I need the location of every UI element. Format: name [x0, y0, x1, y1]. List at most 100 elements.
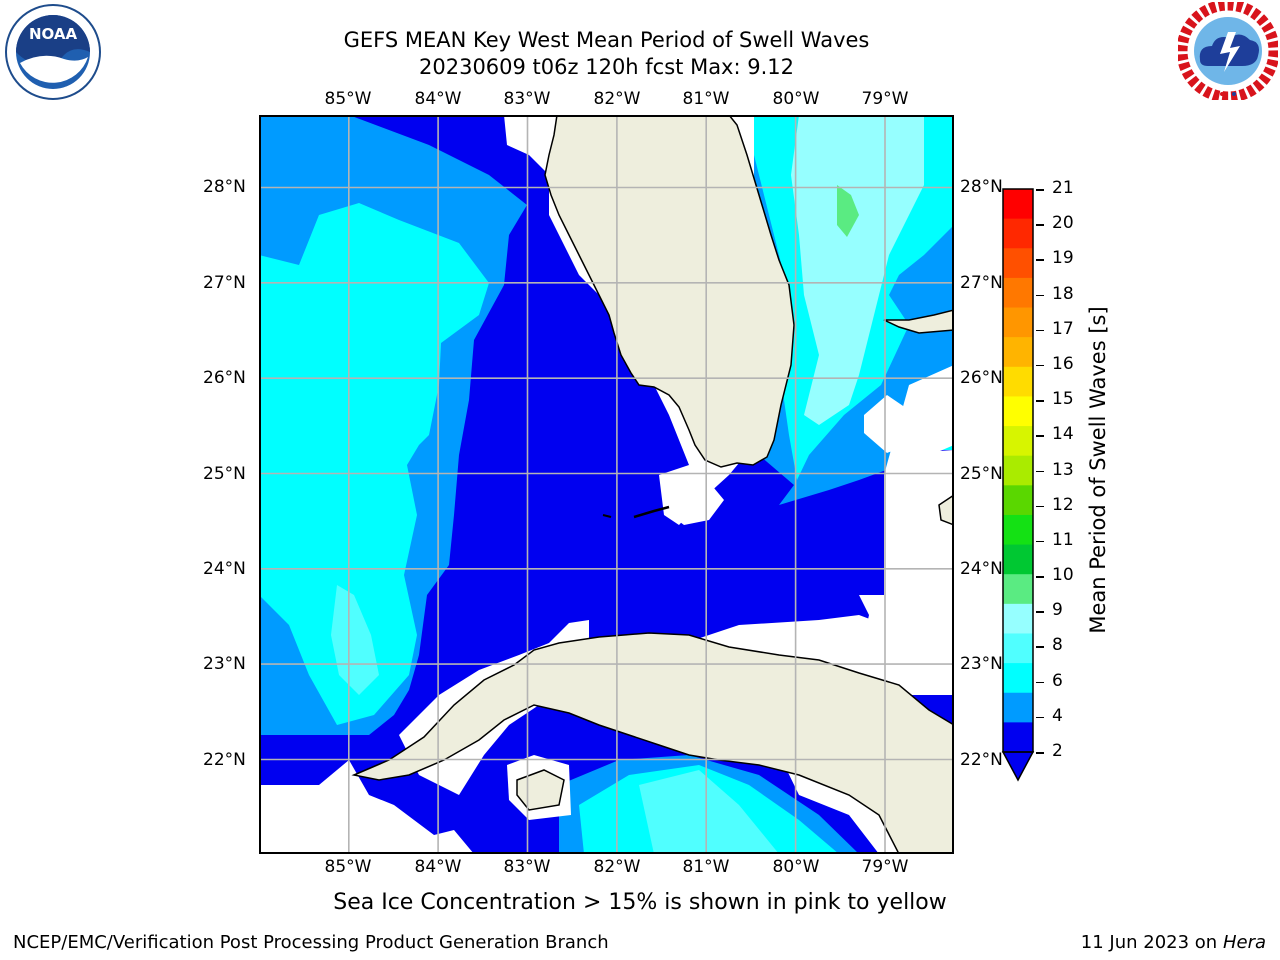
lon-label-top: 82°W [593, 89, 641, 109]
lon-label-bottom: 85°W [324, 857, 372, 877]
colorbar-segment [1003, 248, 1033, 279]
footer-host: Hera [1222, 932, 1266, 953]
lat-label-right: 22°N [960, 750, 1003, 770]
colorbar-tick-label: 20 [1052, 213, 1074, 234]
map-title: GEFS MEAN Key West Mean Period of Swell … [343, 28, 870, 52]
colorbar-tick-mark [1036, 329, 1044, 332]
colorbar-tick-mark [1036, 364, 1044, 367]
no-data-bahamas-a [864, 395, 909, 453]
colorbar-tick-mark [1036, 576, 1044, 578]
lat-label-left: 24°N [203, 559, 246, 579]
colorbar-tick-label: 10 [1052, 565, 1074, 586]
colorbar-segment [1003, 337, 1033, 368]
field-band-9-10-east [837, 185, 859, 237]
field-band-8-9-south [639, 770, 779, 854]
lat-label-left: 26°N [203, 368, 246, 388]
colorbar-tick-mark [1036, 294, 1044, 297]
lat-label-right: 24°N [960, 559, 1003, 579]
lon-label-bottom: 83°W [503, 857, 551, 877]
no-data-north [504, 115, 549, 175]
coast-key-west [602, 514, 612, 518]
no-data-sw [259, 760, 474, 854]
colorbar-tick-label: 19 [1052, 248, 1074, 269]
colorbar-tick-label: 9 [1052, 600, 1063, 621]
colorbar-tick-mark [1036, 540, 1044, 543]
colorbar-tick-label: 14 [1052, 424, 1074, 445]
colorbar-segment [1003, 514, 1033, 546]
colorbar-segment [1003, 396, 1033, 427]
colorbar-tick-label: 11 [1052, 529, 1074, 550]
colorbar-tick-mark [1036, 224, 1044, 226]
no-data-keys [664, 470, 724, 525]
colorbar-segments [1003, 189, 1033, 753]
colorbar-tick-mark [1036, 716, 1044, 719]
footer-date-text: 11 Jun 2023 on [1080, 932, 1218, 953]
land-cuba [351, 632, 954, 854]
land-isla-de-la-juventud [516, 769, 565, 811]
colorbar-segment [1003, 218, 1033, 249]
colorbar-tick-mark [1036, 259, 1044, 261]
lon-label-top: 81°W [682, 89, 730, 109]
colorbar-segment [1003, 603, 1033, 635]
lon-label-bottom: 81°W [682, 857, 730, 877]
field-band-8-9-west [331, 585, 379, 695]
map-subtitle: 20230609 t06z 120h fcst Max: 9.12 [419, 55, 794, 79]
map-fields [259, 115, 954, 854]
lat-label-left: 28°N [203, 177, 246, 197]
colorbar-segment [1003, 307, 1033, 338]
no-data-bahamas-north [884, 365, 954, 475]
colorbar-tick-mark [1036, 189, 1044, 191]
colorbar-tick-label: 4 [1052, 705, 1063, 726]
colorbar-tick-mark [1036, 752, 1044, 754]
lat-label-left: 23°N [203, 654, 246, 674]
footer-credit: NCEP/EMC/Verification Post Processing Pr… [13, 932, 609, 953]
lat-label-right: 28°N [960, 177, 1003, 197]
noaa-logo-text: NOAA [29, 25, 78, 43]
lat-label-right: 23°N [960, 654, 1003, 674]
colorbar-segment [1003, 574, 1033, 605]
colorbar-tick-label: 13 [1052, 459, 1074, 480]
footer-date: 11 Jun 2023 on Hera [1081, 932, 1266, 953]
swell-period-map [259, 115, 954, 854]
colorbar-tick-mark [1036, 400, 1044, 402]
colorbar-tick-mark [1036, 505, 1044, 508]
nws-logo [1178, 2, 1278, 100]
field-band-8-9-east [791, 115, 924, 425]
colorbar-tick-label: 18 [1052, 283, 1074, 304]
lon-label-top: 80°W [772, 89, 820, 109]
colorbar-segment [1003, 485, 1033, 516]
colorbar-segment [1003, 455, 1033, 486]
land-grand-bahama [883, 309, 954, 334]
colorbar-segment [1003, 722, 1033, 753]
colorbar-tick-label: 2 [1052, 741, 1063, 761]
lon-label-bottom: 84°W [414, 857, 462, 877]
lon-label-top: 85°W [324, 89, 372, 109]
sea-ice-note: Sea Ice Concentration > 15% is shown in … [0, 890, 1280, 915]
lat-label-left: 27°N [203, 273, 246, 293]
colorbar-tick-label: 16 [1052, 353, 1074, 374]
colorbar-segment [1003, 426, 1033, 457]
colorbar-segment [1003, 189, 1033, 220]
colorbar-extend-arrow [1001, 751, 1035, 782]
coast-florida-keys [633, 505, 670, 519]
colorbar-segment [1003, 277, 1033, 309]
colorbar-tick-mark [1036, 681, 1044, 684]
colorbar [1001, 188, 1035, 782]
lat-label-left: 22°N [203, 750, 246, 770]
colorbar-segment [1003, 544, 1033, 575]
noaa-logo: NOAA [5, 4, 101, 100]
colorbar-tick-mark [1036, 435, 1044, 437]
colorbar-tick-mark [1036, 646, 1044, 648]
map-gridlines [259, 115, 954, 854]
colorbar-tick-label: 6 [1052, 670, 1063, 691]
colorbar-tick-label: 8 [1052, 635, 1063, 656]
land-andros [938, 494, 954, 526]
sea-ice-note-text: Sea Ice Concentration > 15% is shown in … [333, 890, 947, 915]
colorbar-segment [1003, 633, 1033, 664]
no-data-bahamas-east [884, 450, 954, 595]
colorbar-tick-label: 17 [1052, 318, 1074, 339]
lon-label-bottom: 79°W [861, 857, 909, 877]
colorbar-label: Mean Period of Swell Waves [s] [1086, 306, 1110, 634]
colorbar-tick-label: 15 [1052, 389, 1074, 410]
colorbar-segment [1003, 663, 1033, 694]
